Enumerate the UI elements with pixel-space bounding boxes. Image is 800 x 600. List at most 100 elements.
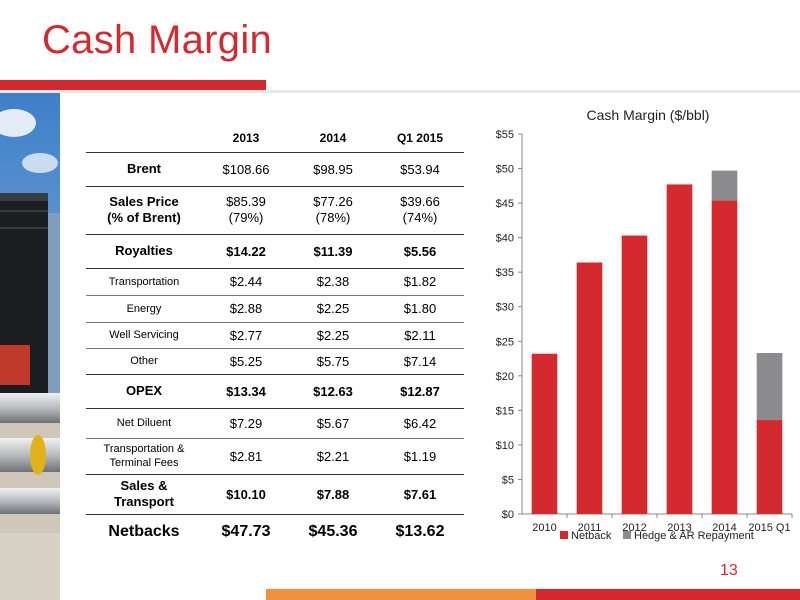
y-tick-label: $0 bbox=[502, 509, 514, 521]
cell-value: $13.34 bbox=[202, 374, 290, 409]
cell-value-line2: (74%) bbox=[402, 210, 438, 225]
row-label: Well Servicing bbox=[86, 322, 202, 349]
table-row-transportation-terminal-fees: Transportation & Terminal Fees $2.81 $2.… bbox=[86, 438, 464, 475]
cell-value: $2.38 bbox=[290, 268, 376, 296]
y-tick-label: $15 bbox=[496, 405, 514, 417]
bars-group bbox=[531, 170, 783, 514]
row-label: Royalties bbox=[86, 234, 202, 269]
chart-title: Cash Margin ($/bbl) bbox=[587, 107, 710, 123]
cell-value-line1: $85.39 bbox=[226, 194, 266, 209]
table-row-other: Other $5.25 $5.75 $7.14 bbox=[86, 348, 464, 375]
row-label: Brent bbox=[86, 152, 202, 187]
table-row-well-servicing: Well Servicing $2.77 $2.25 $2.11 bbox=[86, 322, 464, 349]
cell-value: $10.10 bbox=[202, 474, 290, 515]
x-tick-label: 2010 bbox=[532, 522, 556, 534]
cash-margin-chart: Cash Margin ($/bbl) $0$5$10$15$20$25$30$… bbox=[496, 107, 793, 542]
cell-value: $2.88 bbox=[202, 295, 290, 323]
row-label: Other bbox=[86, 348, 202, 375]
cell-value: $7.61 bbox=[376, 474, 464, 515]
cell-value-line1: $39.66 bbox=[400, 194, 440, 209]
y-tick-label: $25 bbox=[496, 336, 514, 348]
cell-value-line1: $77.26 bbox=[313, 194, 353, 209]
cell-value: $2.25 bbox=[290, 295, 376, 323]
y-tick-label: $55 bbox=[496, 129, 514, 141]
cell-value: $5.56 bbox=[376, 234, 464, 269]
table-row-energy: Energy $2.88 $2.25 $1.80 bbox=[86, 295, 464, 323]
y-tick-label: $40 bbox=[496, 233, 514, 245]
x-tick-label: 2013 bbox=[667, 522, 691, 534]
legend-label-netback: Netback bbox=[571, 530, 612, 542]
cell-value: $39.66 (74%) bbox=[376, 186, 464, 235]
cell-value: $7.14 bbox=[376, 348, 464, 375]
header-label-cell bbox=[86, 124, 202, 153]
cell-value: $2.21 bbox=[290, 438, 376, 475]
cell-value: $2.44 bbox=[202, 268, 290, 296]
cell-value: $6.42 bbox=[376, 408, 464, 439]
row-label-line1: Transportation & bbox=[103, 443, 185, 455]
header-2013: 2013 bbox=[202, 124, 290, 153]
cell-value: $7.29 bbox=[202, 408, 290, 439]
bar-hedge-2014 bbox=[711, 170, 738, 201]
bar-netback-2015-q1 bbox=[756, 420, 783, 514]
table-row-transportation: Transportation $2.44 $2.38 $1.82 bbox=[86, 268, 464, 296]
title-divider bbox=[0, 90, 800, 93]
row-label-line1: Sales & bbox=[120, 478, 168, 493]
legend-swatch-hedge bbox=[623, 531, 631, 539]
row-label: Net Diluent bbox=[86, 408, 202, 439]
slide-title: Cash Margin bbox=[42, 18, 273, 62]
cell-value: $2.77 bbox=[202, 322, 290, 349]
row-label-line2: Terminal Fees bbox=[109, 457, 179, 469]
cell-value: $77.26 (78%) bbox=[290, 186, 376, 235]
row-label-line2: (% of Brent) bbox=[107, 210, 181, 225]
header-2014: 2014 bbox=[290, 124, 376, 153]
row-label-line2: Transport bbox=[114, 494, 174, 509]
y-tick-label: $50 bbox=[496, 164, 514, 176]
page-number: 13 bbox=[720, 562, 738, 579]
bar-netback-2010 bbox=[531, 353, 558, 514]
cell-value: $13.62 bbox=[395, 523, 445, 541]
header-q1-2015: Q1 2015 bbox=[376, 124, 464, 153]
row-label: Sales & Transport bbox=[86, 474, 202, 515]
y-tick-label: $30 bbox=[496, 302, 514, 314]
cell-value: $2.81 bbox=[202, 438, 290, 475]
row-label: Netbacks bbox=[108, 523, 180, 541]
cell-value: $2.25 bbox=[290, 322, 376, 349]
cell-value-line2: (78%) bbox=[315, 210, 351, 225]
facility-photo bbox=[0, 93, 60, 600]
bar-netback-2013 bbox=[666, 184, 693, 514]
cell-value: $7.88 bbox=[290, 474, 376, 515]
bar-hedge-2015-q1 bbox=[756, 353, 783, 421]
cell-value: $1.82 bbox=[376, 268, 464, 296]
cell-value: $1.80 bbox=[376, 295, 464, 323]
row-label: OPEX bbox=[86, 374, 202, 409]
row-label: Transportation & Terminal Fees bbox=[86, 438, 202, 475]
table-row-royalties: Royalties $14.22 $11.39 $5.56 bbox=[86, 234, 464, 269]
x-tick-label: 2011 bbox=[578, 522, 602, 534]
legend-swatch-netback bbox=[560, 531, 568, 539]
cell-value: $2.11 bbox=[376, 322, 464, 349]
cash-margin-table: 2013 2014 Q1 2015 Brent $108.66 $98.95 $… bbox=[86, 124, 464, 550]
cell-value: $5.67 bbox=[290, 408, 376, 439]
table-header-row: 2013 2014 Q1 2015 bbox=[86, 124, 464, 153]
cell-value: $45.36 bbox=[308, 523, 358, 541]
table-row-netbacks: Netbacks $47.73 $45.36 $13.62 bbox=[86, 514, 464, 550]
bar-netback-2014 bbox=[711, 200, 738, 514]
table-row-sales-transport: Sales & Transport $10.10 $7.88 $7.61 bbox=[86, 474, 464, 515]
y-tick-label: $45 bbox=[496, 198, 514, 210]
bar-netback-2011 bbox=[576, 262, 603, 514]
cell-value: $11.39 bbox=[290, 234, 376, 269]
x-tick-label: 2015 Q1 bbox=[748, 522, 790, 534]
cell-value-line2: (79%) bbox=[228, 210, 264, 225]
row-label-line1: Sales Price bbox=[109, 194, 179, 209]
x-tick-label: 2014 bbox=[712, 522, 736, 534]
chart-legend: Netback Hedge & AR Repayment bbox=[560, 530, 754, 542]
footer-bar-red bbox=[536, 589, 800, 600]
cell-value: $53.94 bbox=[376, 152, 464, 187]
cell-value: $47.73 bbox=[221, 523, 271, 541]
title-accent-bar bbox=[0, 80, 266, 90]
footer-bar-orange bbox=[266, 589, 536, 600]
table-row-brent: Brent $108.66 $98.95 $53.94 bbox=[86, 152, 464, 187]
bar-netback-2012 bbox=[621, 235, 648, 514]
y-tick-label: $5 bbox=[502, 474, 514, 486]
cell-value: $85.39 (79%) bbox=[202, 186, 290, 235]
